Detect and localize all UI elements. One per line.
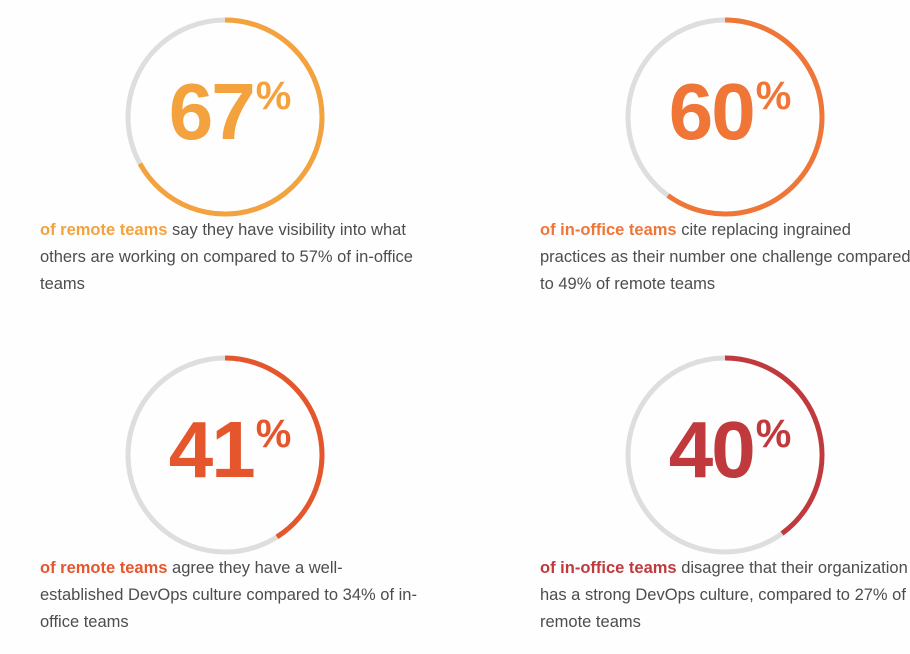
stat-value: 60%: [630, 72, 830, 152]
donut-ring: [625, 17, 825, 217]
stat-remote-visibility: 67% of remote teams say they have visibi…: [0, 0, 420, 300]
stat-caption: of in-office teams cite replacing ingrai…: [540, 217, 910, 298]
stat-caption: of remote teams say they have visibility…: [40, 217, 420, 298]
stat-caption: of remote teams agree they have a well-e…: [40, 555, 420, 636]
donut-ring: [625, 355, 825, 555]
caption-highlight: of in-office teams: [540, 221, 677, 239]
percent-sign: %: [755, 412, 792, 456]
percent-sign: %: [255, 412, 292, 456]
percent-number: 40: [668, 405, 756, 494]
caption-highlight: of in-office teams: [540, 559, 677, 577]
donut-ring: [125, 17, 325, 217]
donut-value-arc: [666, 17, 825, 217]
caption-text: disagree that their organization has a s…: [540, 559, 908, 631]
stat-value: 41%: [130, 410, 330, 490]
stat-caption: of in-office teams disagree that their o…: [540, 555, 910, 636]
donut-ring: [125, 355, 325, 555]
percent-sign: %: [255, 74, 292, 118]
stat-inoffice-disagree: 40% of in-office teams disagree that the…: [500, 338, 910, 638]
stat-remote-devops-culture: 41% of remote teams agree they have a we…: [0, 338, 420, 638]
stat-inoffice-challenge: 60% of in-office teams cite replacing in…: [500, 0, 910, 300]
percent-number: 67: [168, 67, 256, 156]
caption-text: cite replacing ingrained practices as th…: [540, 221, 910, 293]
percent-number: 60: [668, 67, 756, 156]
percent-sign: %: [755, 74, 792, 118]
donut-value-arc: [724, 355, 825, 536]
stat-value: 40%: [630, 410, 830, 490]
caption-text: say they have visibility into what other…: [40, 221, 413, 293]
percent-number: 41: [168, 405, 256, 494]
stat-value: 67%: [130, 72, 330, 152]
caption-highlight: of remote teams: [40, 559, 168, 577]
donut-value-arc: [137, 17, 325, 217]
caption-highlight: of remote teams: [40, 221, 168, 239]
caption-text: agree they have a well-established DevOp…: [40, 559, 417, 631]
donut-value-arc: [224, 355, 325, 540]
